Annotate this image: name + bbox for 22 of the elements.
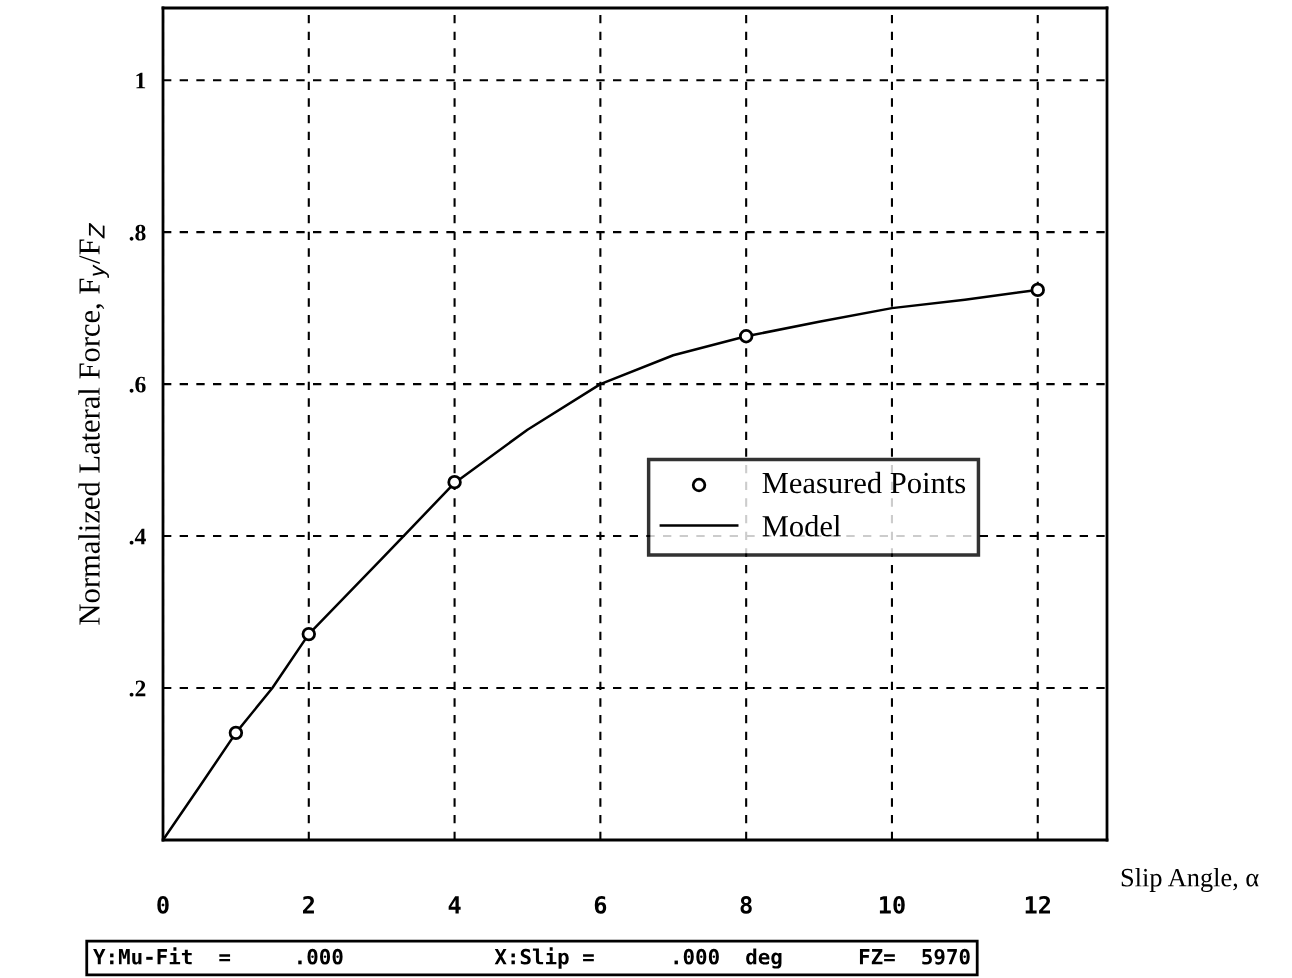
y-tick-label: .6 bbox=[129, 376, 146, 393]
text: Y:Mu-Fit = .000 X:Slip = .000 deg FZ= 5970 bbox=[93, 947, 970, 969]
legend-label: Model bbox=[762, 515, 841, 537]
point bbox=[228, 725, 244, 741]
x-tick-label: 0 bbox=[157, 895, 169, 914]
y-tick-label: 1 bbox=[136, 72, 146, 89]
y-tick-label: .4 bbox=[129, 528, 146, 545]
x-tick-label: 6 bbox=[594, 895, 607, 914]
x-tick-label: 4 bbox=[448, 896, 461, 914]
x-tick-label: 8 bbox=[740, 895, 752, 914]
point bbox=[301, 626, 316, 642]
point bbox=[1030, 282, 1045, 298]
x-tick-label: 10 bbox=[879, 895, 905, 914]
point bbox=[738, 329, 754, 344]
legend-label: Measured Points bbox=[762, 471, 966, 494]
point bbox=[447, 474, 462, 490]
y-axis-title: Normalized Lateral Force, F$_{y}$/F$_{Z}$ bbox=[78, 223, 109, 625]
y-tick-label: .2 bbox=[129, 680, 146, 697]
x-axis-title: Slip Angle, α bbox=[1121, 868, 1259, 892]
y-tick-label: .8 bbox=[129, 224, 146, 241]
x-tick-label: 12 bbox=[1025, 895, 1051, 914]
x-tick-label: 2 bbox=[303, 895, 314, 914]
